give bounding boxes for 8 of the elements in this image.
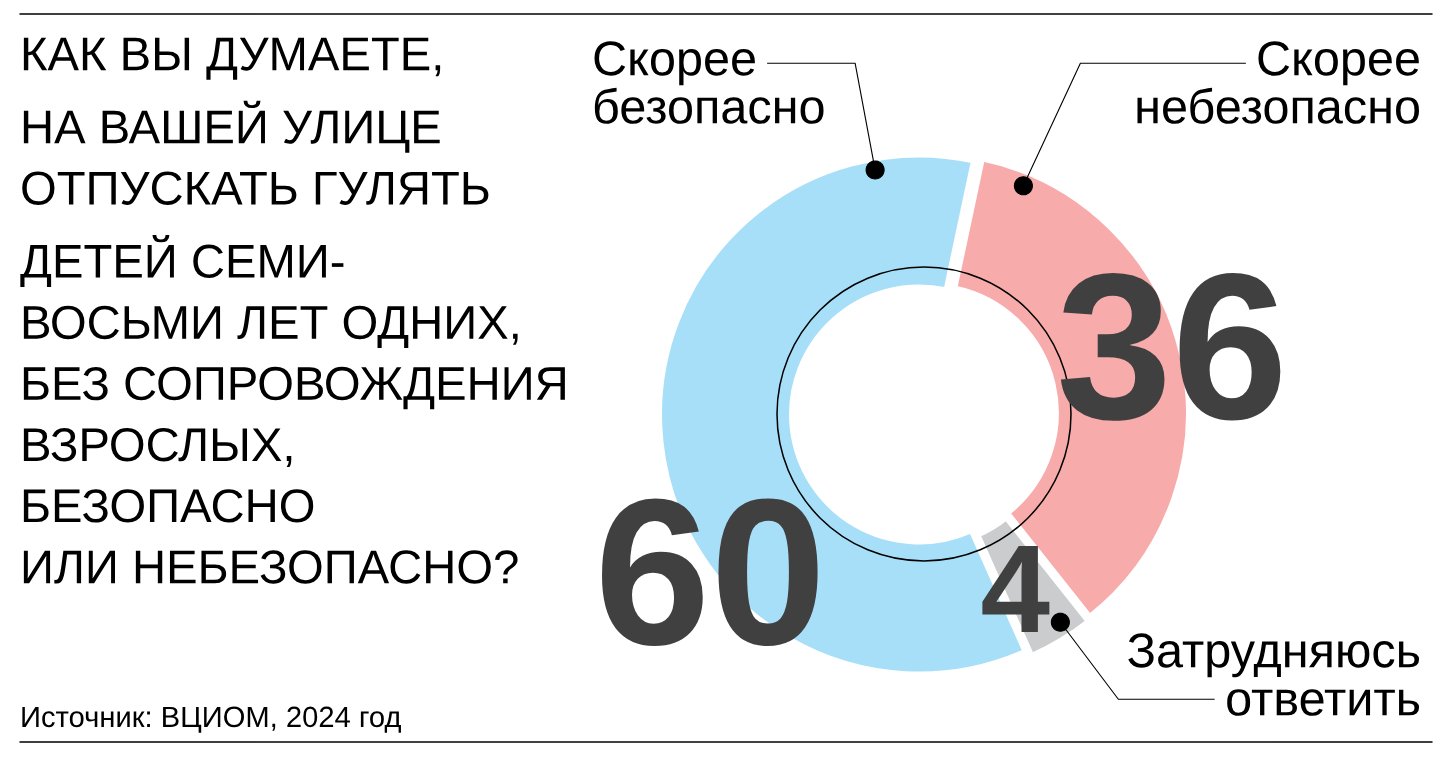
chart-title: КАК ВЫ ДУМАЕТЕ, НА ВАШЕЙ УЛИЦЕ ОТПУСКАТЬ ГУЛЯТЬ ДЕТЕЙ СЕМИ- ВОСЬМИ ЛЕТ ОДНИХ, БЕЗ СОПРОВОЖДЕНИЯ ВЗРОСЛЫХ, БЕЗОПАСНО ИЛИ НЕБЕЗОПАСНО? — [20, 37, 565, 584]
slice-label: Затрудняюсь ответить — [1128, 633, 1420, 716]
slice-label: Скорее небезопасно — [1137, 41, 1419, 124]
data-label: 4 — [982, 546, 1050, 633]
slice-label: Скорее безопасно — [594, 41, 824, 124]
text: Источник: ВЦИОМ, 2024 год — [22, 706, 401, 733]
data-label: 60 — [602, 498, 818, 646]
data-label: 36 — [1060, 273, 1281, 421]
